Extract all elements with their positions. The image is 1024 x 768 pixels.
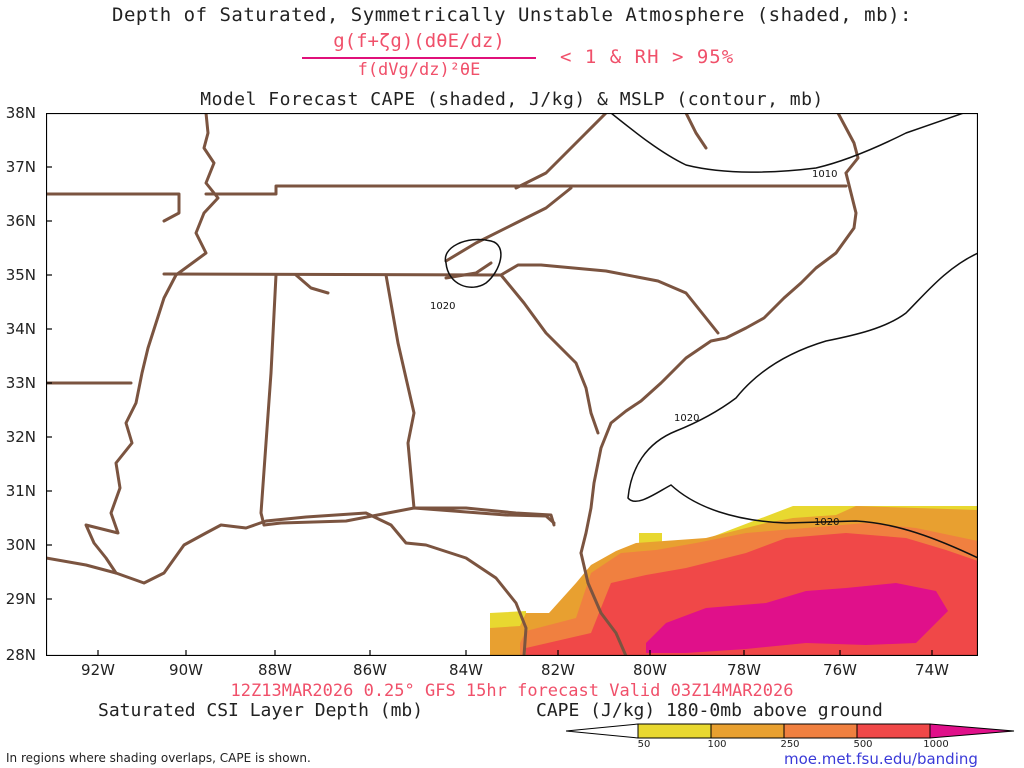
lon-label-74w: 74W — [915, 661, 949, 679]
lon-label-90w: 90W — [169, 661, 203, 679]
equation-numerator: g(f+ζg)(dθE/dz) — [333, 30, 505, 52]
contour-label-1010: 1010 — [812, 169, 837, 180]
cape-colorbar — [566, 723, 1015, 739]
lon-label-82w: 82W — [541, 661, 575, 679]
lat-label-30n: 30N — [5, 536, 36, 554]
csi-layer-label: Saturated CSI Layer Depth (mb) — [98, 700, 424, 721]
contour-label-1020-c: 1020 — [814, 517, 839, 528]
contour-label-1020-a: 1020 — [430, 301, 455, 312]
equation-condition: < 1 & RH > 95% — [560, 46, 735, 68]
lat-label-34n: 34N — [5, 320, 36, 338]
lon-label-80w: 80W — [633, 661, 667, 679]
source-url-link[interactable]: moe.met.fsu.edu/banding — [784, 750, 978, 768]
colorbar-tick-100: 100 — [707, 739, 727, 750]
colorbar-1000-segment — [929, 723, 1015, 739]
geographic-borders — [46, 113, 860, 656]
equation-fraction-bar — [302, 57, 536, 59]
lat-label-35n: 35N — [5, 266, 36, 284]
colorbar-100-segment — [710, 723, 785, 739]
lon-label-92w: 92W — [81, 661, 115, 679]
colorbar-tick-500: 500 — [853, 739, 873, 750]
colorbar-tick-50: 50 — [637, 739, 651, 750]
lat-label-28n: 28N — [5, 646, 36, 664]
lat-label-32n: 32N — [5, 428, 36, 446]
cape-label: CAPE (J/kg) 180-0mb above ground — [536, 700, 883, 721]
lat-label-33n: 33N — [5, 374, 36, 392]
cape-shading — [490, 506, 978, 656]
colorbar-tick-250: 250 — [780, 739, 800, 750]
forecast-valid-line: 12Z13MAR2026 0.25° GFS 15hr forecast Val… — [230, 681, 794, 701]
equation-denominator: f(dVg/dz)²θE — [357, 60, 481, 80]
lat-label-37n: 37N — [5, 158, 36, 176]
colorbar-250-segment — [783, 723, 858, 739]
colorbar-white-segment — [566, 723, 639, 739]
lon-label-84w: 84W — [449, 661, 483, 679]
contour-label-1020-b: 1020 — [674, 413, 699, 424]
lat-label-29n: 29N — [5, 590, 36, 608]
colorbar-500-segment — [856, 723, 931, 739]
map-subtitle: Model Forecast CAPE (shaded, J/kg) & MSL… — [200, 89, 824, 110]
lon-label-86w: 86W — [353, 661, 387, 679]
mslp-contours — [444, 113, 978, 559]
map-title: Depth of Saturated, Symmetrically Unstab… — [112, 4, 912, 26]
lon-label-88w: 88W — [258, 661, 292, 679]
lon-label-76w: 76W — [823, 661, 857, 679]
overlap-note: In regions where shading overlaps, CAPE … — [6, 751, 311, 765]
cape-1000-region — [646, 583, 948, 653]
colorbar-50-segment — [637, 723, 712, 739]
map-frame — [46, 113, 978, 656]
colorbar-tick-1000: 1000 — [923, 739, 949, 750]
lat-label-38n: 38N — [5, 104, 36, 122]
map-panel: 1020 1020 1020 1010 — [46, 113, 978, 656]
lat-label-36n: 36N — [5, 212, 36, 230]
lat-label-31n: 31N — [5, 482, 36, 500]
lon-label-78w: 78W — [727, 661, 761, 679]
axis-ticks — [46, 166, 933, 656]
